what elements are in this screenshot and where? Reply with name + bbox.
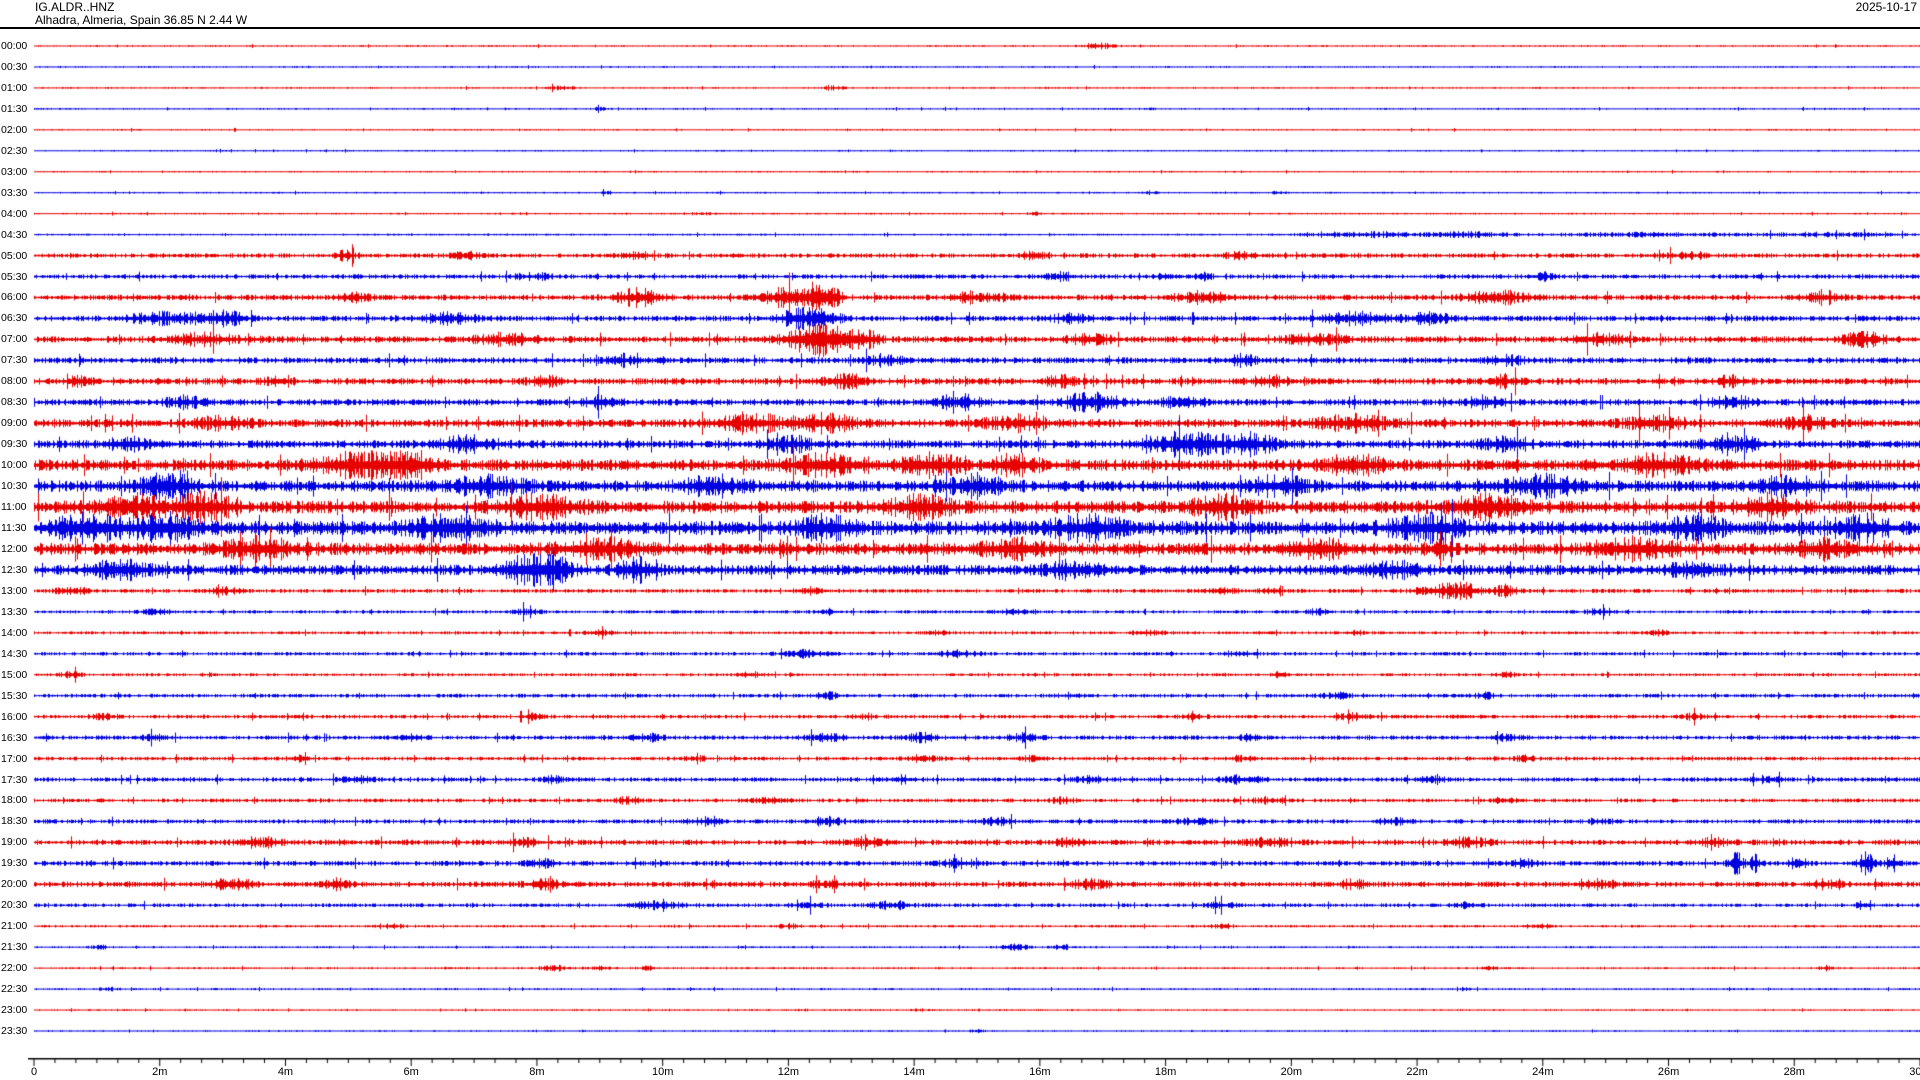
- axis-tick-label: 22m: [1406, 1066, 1428, 1078]
- row-time-label: 22:00: [1, 962, 28, 975]
- row-time-label: 23:30: [1, 1025, 28, 1037]
- row-time-label: 13:30: [1, 605, 28, 618]
- row-time-label: 00:00: [1, 40, 28, 52]
- axis-tick-label: 24m: [1532, 1066, 1554, 1078]
- axis-tick-label: 12m: [777, 1066, 800, 1078]
- row-time-label: 16:30: [1, 731, 28, 744]
- axis-tick-label: 30m: [1909, 1066, 1920, 1078]
- row-time-label: 18:30: [1, 815, 28, 828]
- row-time-label: 15:00: [1, 668, 28, 681]
- row-time-label: 17:30: [1, 773, 28, 786]
- row-time-label: 08:00: [1, 375, 28, 388]
- row-time-label: 14:30: [1, 647, 28, 660]
- row-time-label: 19:00: [1, 836, 28, 849]
- row-time-label: 05:00: [1, 249, 28, 262]
- row-time-label: 04:00: [1, 207, 28, 220]
- header-divider: [0, 27, 1920, 29]
- row-time-label: 08:30: [1, 396, 28, 409]
- row-time-label: 02:00: [1, 123, 28, 136]
- axis-tick-label: 6m: [403, 1066, 419, 1078]
- row-time-label: 05:30: [1, 270, 28, 283]
- station-location: Alhadra, Almeria, Spain 36.85 N 2.44 W: [35, 13, 248, 27]
- row-time-label: 09:00: [1, 417, 28, 430]
- row-time-label: 07:00: [1, 333, 28, 346]
- row-time-label: 21:30: [1, 941, 28, 954]
- station-code: IG.ALDR..HNZ: [35, 0, 115, 14]
- axis-tick-label: 18m: [1154, 1066, 1177, 1078]
- axis-tick-label: 26m: [1657, 1066, 1680, 1078]
- row-time-label: 18:00: [1, 794, 28, 807]
- row-time-label: 06:00: [1, 291, 28, 304]
- row-time-label: 17:00: [1, 752, 28, 765]
- plot-date: 2025-10-17: [1855, 0, 1917, 14]
- row-time-label: 16:00: [1, 710, 28, 723]
- row-time-label: 11:30: [1, 522, 27, 535]
- row-time-label: 22:30: [1, 983, 28, 996]
- row-time-label: 14:00: [1, 626, 28, 639]
- row-time-label: 13:00: [1, 584, 28, 597]
- axis-tick-label: 20m: [1280, 1066, 1303, 1078]
- row-time-label: 00:30: [1, 60, 28, 73]
- row-time-label: 03:00: [1, 165, 28, 178]
- row-time-label: 11:00: [1, 501, 27, 514]
- row-time-label: 04:30: [1, 228, 28, 241]
- row-time-label: 06:30: [1, 312, 28, 325]
- row-time-label: 20:00: [1, 878, 28, 891]
- row-time-label: 20:30: [1, 899, 28, 912]
- row-time-label: 15:30: [1, 689, 28, 702]
- row-time-label: 01:00: [1, 81, 28, 94]
- row-time-label: 03:30: [1, 186, 28, 199]
- axis-tick-label: 14m: [903, 1066, 925, 1078]
- row-time-label: 07:30: [1, 354, 28, 367]
- axis-tick-label: 8m: [529, 1066, 545, 1078]
- row-time-label: 10:00: [1, 459, 28, 472]
- axis-tick-label: 0: [30, 1066, 38, 1078]
- axis-tick-label: 10m: [651, 1066, 674, 1078]
- axis-tick-label: 28m: [1783, 1066, 1805, 1078]
- row-time-label: 12:30: [1, 563, 28, 576]
- row-time-label: 19:30: [1, 857, 28, 870]
- row-time-label: 21:00: [1, 920, 28, 933]
- row-time-label: 02:30: [1, 144, 28, 157]
- row-time-label: 01:30: [1, 102, 28, 115]
- axis-tick-label: 2m: [152, 1066, 168, 1078]
- axis-tick-label: 16m: [1029, 1066, 1051, 1078]
- row-time-label: 10:30: [1, 480, 28, 493]
- row-time-label: 09:30: [1, 438, 28, 451]
- row-time-label: 23:00: [1, 1004, 28, 1017]
- axis-tick-label: 4m: [277, 1066, 294, 1078]
- row-time-label: 12:00: [1, 542, 28, 555]
